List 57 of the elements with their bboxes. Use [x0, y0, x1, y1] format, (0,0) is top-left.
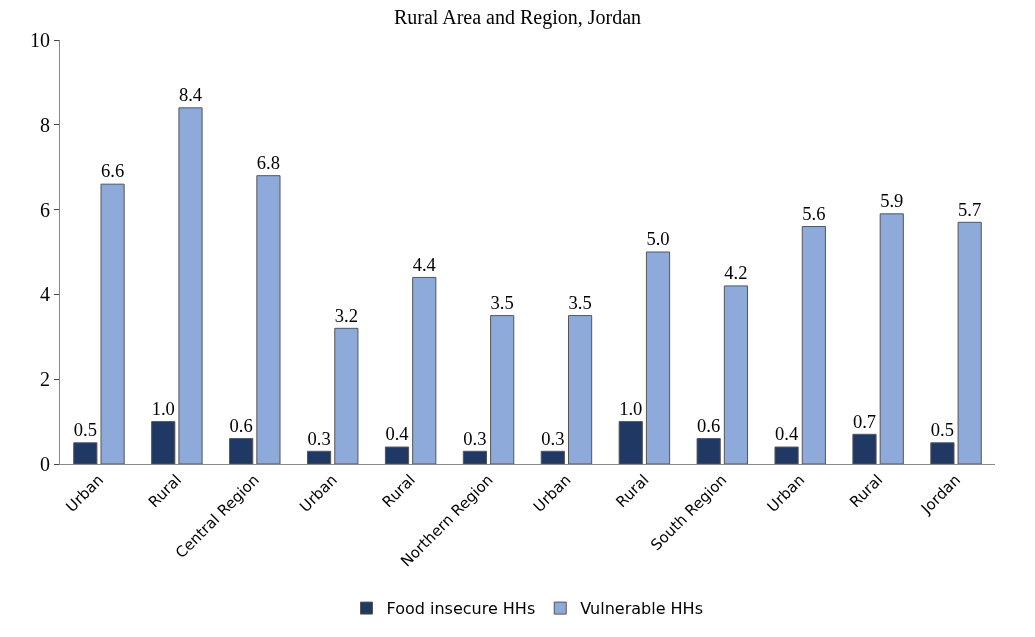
bar: [384, 446, 410, 464]
y-tick-label: 0: [40, 453, 50, 475]
data-label: 4.2: [724, 262, 748, 284]
data-label: 5.7: [958, 198, 982, 220]
bar: [645, 251, 671, 464]
legend-label: Food insecure HHs: [386, 599, 536, 619]
data-label: 0.5: [930, 419, 954, 441]
data-label: 0.3: [541, 427, 565, 449]
bar: [723, 285, 749, 464]
data-label: 0.3: [463, 427, 487, 449]
data-label: 6.6: [101, 160, 125, 182]
chart-title: Rural Area and Region, Jordan: [393, 5, 642, 29]
data-label: 3.2: [334, 304, 358, 326]
data-label: 5.0: [646, 228, 670, 250]
bar: [178, 107, 203, 464]
data-label: 0.7: [852, 410, 877, 432]
y-tick-label: 6: [40, 198, 50, 221]
data-label: 3.5: [568, 291, 592, 313]
data-label: 6.8: [256, 151, 281, 173]
data-label: 0.4: [774, 423, 799, 445]
bar: [879, 213, 904, 464]
data-label: 0.5: [73, 419, 97, 441]
y-tick-label: 10: [30, 29, 50, 51]
bar: [540, 450, 565, 464]
data-label: 3.5: [490, 291, 514, 313]
bar: [229, 438, 254, 464]
y-tick-label: 8: [40, 113, 50, 136]
bar: [957, 221, 982, 464]
data-label: 4.4: [412, 253, 436, 275]
bar: [412, 276, 437, 464]
bar: [618, 421, 643, 464]
data-label: 1.0: [151, 397, 175, 419]
bar: [696, 438, 721, 464]
data-label: 5.6: [802, 202, 826, 224]
data-label: 0.6: [229, 414, 253, 436]
bar: [801, 226, 826, 464]
bar: [930, 442, 955, 464]
bar: [306, 450, 332, 464]
bar: [334, 327, 359, 464]
bar: [256, 175, 281, 464]
bar: [852, 433, 877, 464]
bar: [100, 183, 125, 464]
bar: [73, 442, 98, 464]
data-label: 5.9: [880, 190, 904, 212]
data-label: 0.4: [385, 423, 409, 445]
bar: [490, 315, 515, 464]
data-label: 0.6: [697, 414, 721, 436]
y-tick-label: 4: [40, 283, 50, 306]
legend-label: Vulnerable HHs: [580, 599, 703, 619]
data-label: 0.3: [307, 427, 331, 449]
bar: [774, 446, 799, 464]
y-tick-label: 2: [40, 368, 50, 391]
bar: [462, 450, 487, 464]
data-label: 1.0: [619, 397, 643, 419]
bar: [568, 315, 593, 464]
bar: [151, 421, 176, 464]
data-label: 8.4: [178, 84, 203, 106]
